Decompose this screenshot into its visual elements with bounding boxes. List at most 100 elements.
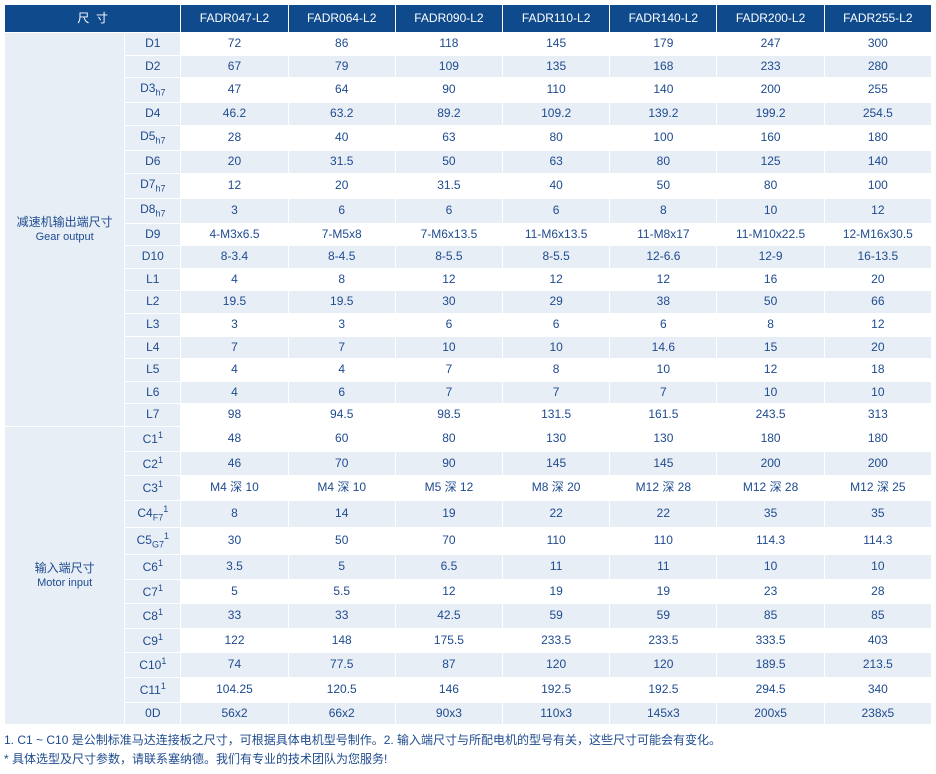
header-model-4: FADR140-L2 — [610, 5, 717, 33]
cell: 74 — [181, 653, 288, 678]
cell: 63.2 — [288, 103, 395, 126]
cell: 200 — [717, 451, 824, 476]
cell: 12 — [503, 268, 610, 291]
cell: 120.5 — [288, 677, 395, 702]
table-row: D94-M3x6.57-M5x87-M6x13.511-M6x13.511-M8… — [5, 223, 932, 246]
row-key: C5G71 — [125, 527, 181, 554]
cell: 140 — [610, 78, 717, 103]
cell: 130 — [503, 427, 610, 452]
cell: M12 深 25 — [824, 476, 931, 501]
cell: 8-5.5 — [395, 246, 502, 269]
cell: 11-M10x22.5 — [717, 223, 824, 246]
row-key: C4F71 — [125, 500, 181, 527]
row-key: D7h7 — [125, 173, 181, 198]
cell: 300 — [824, 33, 931, 56]
table-row: D5h728406380100160180 — [5, 125, 932, 150]
row-key: L2 — [125, 291, 181, 314]
cell: 7 — [610, 381, 717, 404]
cell: 42.5 — [395, 604, 502, 629]
cell: 66x2 — [288, 702, 395, 725]
cell: 30 — [395, 291, 502, 314]
cell: 22 — [610, 500, 717, 527]
cell: 10 — [824, 381, 931, 404]
header-model-1: FADR064-L2 — [288, 5, 395, 33]
cell: 19.5 — [288, 291, 395, 314]
cell: 35 — [824, 500, 931, 527]
cell: 40 — [288, 125, 395, 150]
cell: 10 — [717, 198, 824, 223]
cell: 11-M6x13.5 — [503, 223, 610, 246]
cell: 161.5 — [610, 404, 717, 427]
row-key: L6 — [125, 381, 181, 404]
table-row: L333666812 — [5, 314, 932, 337]
cell: 247 — [717, 33, 824, 56]
header-model-6: FADR255-L2 — [824, 5, 931, 33]
table-row: C21467090145145200200 — [5, 451, 932, 476]
cell: 6 — [395, 198, 502, 223]
table-row: D446.263.289.2109.2139.2199.2254.5 — [5, 103, 932, 126]
cell: 145 — [610, 451, 717, 476]
table-row: 输入端尺寸Motor inputC11486080130130180180 — [5, 427, 932, 452]
cell: 148 — [288, 628, 395, 653]
cell: 63 — [395, 125, 502, 150]
cell: 12 — [717, 359, 824, 382]
cell: 5.5 — [288, 579, 395, 604]
cell: 8 — [610, 198, 717, 223]
table-row: C5G71305070110110114.3114.3 — [5, 527, 932, 554]
cell: 64 — [288, 78, 395, 103]
cell: 6.5 — [395, 554, 502, 579]
cell: M5 深 12 — [395, 476, 502, 501]
table-row: C4F718141922223535 — [5, 500, 932, 527]
cell: 114.3 — [717, 527, 824, 554]
cell: 80 — [717, 173, 824, 198]
cell: 145 — [503, 451, 610, 476]
cell: 11-M8x17 — [610, 223, 717, 246]
cell: 6 — [395, 314, 502, 337]
cell: 80 — [610, 150, 717, 173]
cell: 3 — [288, 314, 395, 337]
cell: 3.5 — [181, 554, 288, 579]
cell: 50 — [610, 173, 717, 198]
row-key: D4 — [125, 103, 181, 126]
cell: 89.2 — [395, 103, 502, 126]
row-key: D2 — [125, 55, 181, 78]
table-row: D108-3.48-4.58-5.58-5.512-6.612-916-13.5 — [5, 246, 932, 269]
cell: 48 — [181, 427, 288, 452]
cell: M12 深 28 — [717, 476, 824, 501]
cell: 7 — [395, 359, 502, 382]
cell: 333.5 — [717, 628, 824, 653]
cell: 7 — [181, 336, 288, 359]
table-row: D26779109135168233280 — [5, 55, 932, 78]
cell: 135 — [503, 55, 610, 78]
cell: 70 — [288, 451, 395, 476]
cell: 139.2 — [610, 103, 717, 126]
cell: 20 — [181, 150, 288, 173]
table-row: C81333342.559598585 — [5, 604, 932, 629]
row-key: C21 — [125, 451, 181, 476]
row-key: L4 — [125, 336, 181, 359]
cell: 403 — [824, 628, 931, 653]
cell: 12 — [395, 579, 502, 604]
cell: 6 — [503, 198, 610, 223]
cell: 8 — [288, 268, 395, 291]
cell: 122 — [181, 628, 288, 653]
cell: 233.5 — [610, 628, 717, 653]
cell: 12 — [181, 173, 288, 198]
cell: 6 — [288, 381, 395, 404]
cell: 90x3 — [395, 702, 502, 725]
footnotes: 1. C1 ~ C10 是公制标准马达连接板之尺寸，可根据具体电机型号制作。2.… — [4, 731, 932, 769]
table-row: D8h7366681012 — [5, 198, 932, 223]
cell: 47 — [181, 78, 288, 103]
cell: 63 — [503, 150, 610, 173]
cell: 35 — [717, 500, 824, 527]
cell: 19 — [395, 500, 502, 527]
cell: 22 — [503, 500, 610, 527]
row-key: C101 — [125, 653, 181, 678]
row-key: L1 — [125, 268, 181, 291]
group-label-cn: 输入端尺寸 — [7, 561, 122, 577]
cell: 12 — [824, 198, 931, 223]
cell: 10 — [717, 554, 824, 579]
cell: 33 — [181, 604, 288, 629]
cell: 109.2 — [503, 103, 610, 126]
cell: 46.2 — [181, 103, 288, 126]
